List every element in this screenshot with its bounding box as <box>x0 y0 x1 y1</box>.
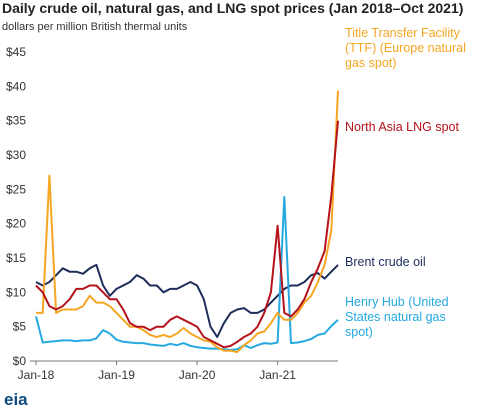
y-tick-label: $0 <box>13 354 27 368</box>
y-tick-label: $15 <box>6 251 26 265</box>
y-tick-label: $5 <box>13 320 27 334</box>
y-tick-label: $40 <box>6 79 26 93</box>
x-tick-label: Jan-20 <box>179 368 216 382</box>
series-line <box>35 263 339 338</box>
x-tick-label: Jan-19 <box>98 368 135 382</box>
legend-entry: Title Transfer Facility (TTF) (Europe na… <box>345 26 466 70</box>
x-tick-label: Jan-18 <box>18 368 55 382</box>
legend-entry: North Asia LNG spot <box>345 120 459 134</box>
y-tick-label: $30 <box>6 148 26 162</box>
y-tick-label: $20 <box>6 217 26 231</box>
x-tick-label: Jan-21 <box>259 368 296 382</box>
legend-entry: Brent crude oil <box>345 255 426 269</box>
y-tick-label: $45 <box>6 45 26 59</box>
legend-entry: Henry Hub (United States natural gas spo… <box>345 295 449 339</box>
y-tick-label: $25 <box>6 182 26 196</box>
chart-subtitle: dollars per million British thermal unit… <box>2 21 188 33</box>
y-tick-label: $10 <box>6 285 26 299</box>
series-line <box>36 90 339 354</box>
series-line <box>35 195 339 351</box>
logo: eia <box>4 390 28 409</box>
y-tick-label: $35 <box>6 114 26 128</box>
series-line <box>35 120 339 349</box>
chart-title: Daily crude oil, natural gas, and LNG sp… <box>2 0 463 16</box>
